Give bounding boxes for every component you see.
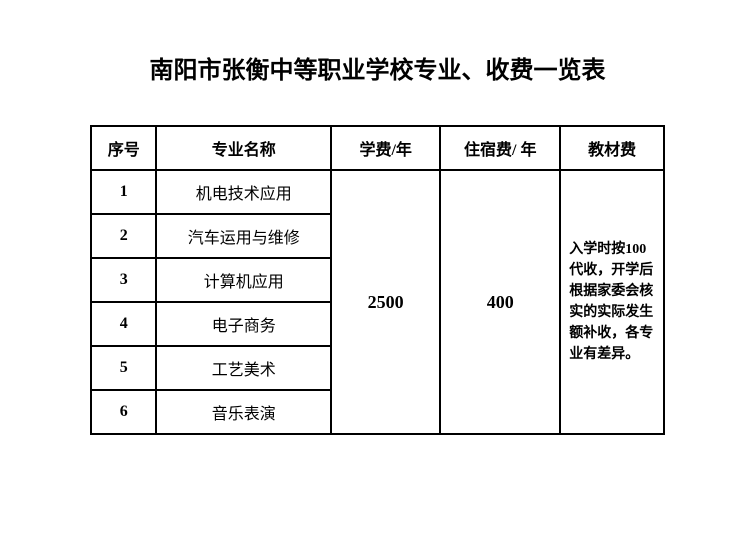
table-header-row: 序号 专业名称 学费/年 住宿费/ 年 教材费 xyxy=(91,126,664,170)
header-dorm: 住宿费/ 年 xyxy=(440,126,560,170)
cell-major: 音乐表演 xyxy=(156,390,331,434)
header-textbook: 教材费 xyxy=(560,126,664,170)
page-title: 南阳市张衡中等职业学校专业、收费一览表 xyxy=(90,50,665,85)
cell-major: 汽车运用与维修 xyxy=(156,214,331,258)
cell-index: 4 xyxy=(91,302,156,346)
document-container: 南阳市张衡中等职业学校专业、收费一览表 序号 专业名称 学费/年 住宿费/ 年 … xyxy=(0,0,755,475)
header-index: 序号 xyxy=(91,126,156,170)
header-major: 专业名称 xyxy=(156,126,331,170)
cell-index: 1 xyxy=(91,170,156,214)
header-tuition: 学费/年 xyxy=(331,126,440,170)
cell-tuition: 2500 xyxy=(331,170,440,434)
cell-textbook-note: 入学时按100代收，开学后根据家委会核实的实际发生额补收，各专业有差异。 xyxy=(560,170,664,434)
fee-table: 序号 专业名称 学费/年 住宿费/ 年 教材费 1 机电技术应用 2500 40… xyxy=(90,125,665,435)
cell-index: 3 xyxy=(91,258,156,302)
cell-major: 电子商务 xyxy=(156,302,331,346)
cell-major: 计算机应用 xyxy=(156,258,331,302)
cell-major: 机电技术应用 xyxy=(156,170,331,214)
table-row: 1 机电技术应用 2500 400 入学时按100代收，开学后根据家委会核实的实… xyxy=(91,170,664,214)
cell-index: 2 xyxy=(91,214,156,258)
cell-index: 6 xyxy=(91,390,156,434)
cell-index: 5 xyxy=(91,346,156,390)
cell-dorm: 400 xyxy=(440,170,560,434)
cell-major: 工艺美术 xyxy=(156,346,331,390)
